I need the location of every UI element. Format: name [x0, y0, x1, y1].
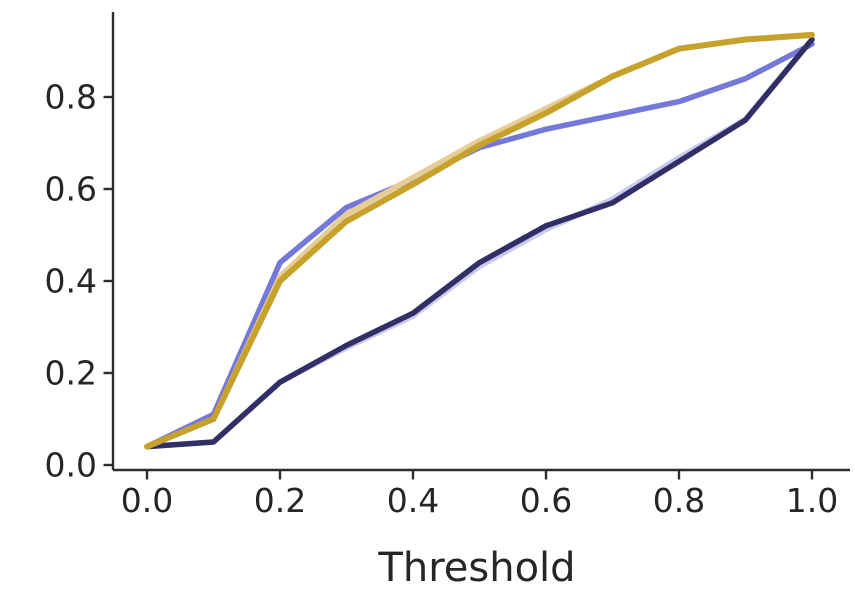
x-tick-label: 0.2	[254, 481, 306, 520]
axis-layer: 0.0 0.2 0.4 0.6 0.8 1.0 0.0 0.2 0.4 0.6 0.8	[45, 12, 850, 520]
y-tick-label: 0.2	[45, 354, 97, 393]
x-axis-label: Threshold	[377, 545, 575, 591]
y-tick-label: 0.4	[45, 262, 97, 301]
x-tick-label: 0.0	[121, 481, 173, 520]
wheat-line	[144, 32, 815, 450]
y-tick-label: 0.0	[45, 446, 97, 485]
navy-line	[144, 36, 815, 450]
lavender-line	[144, 36, 815, 450]
x-tick-label: 0.6	[520, 481, 572, 520]
series-layer	[144, 31, 815, 450]
periwinkle-line	[144, 41, 815, 450]
x-tick-label: 1.0	[786, 481, 838, 520]
x-tick-label: 0.4	[387, 481, 439, 520]
y-tick-label: 0.6	[45, 170, 97, 209]
gold-line	[144, 31, 815, 450]
y-tick-label: 0.8	[45, 78, 97, 117]
x-tick-label: 0.8	[653, 481, 705, 520]
